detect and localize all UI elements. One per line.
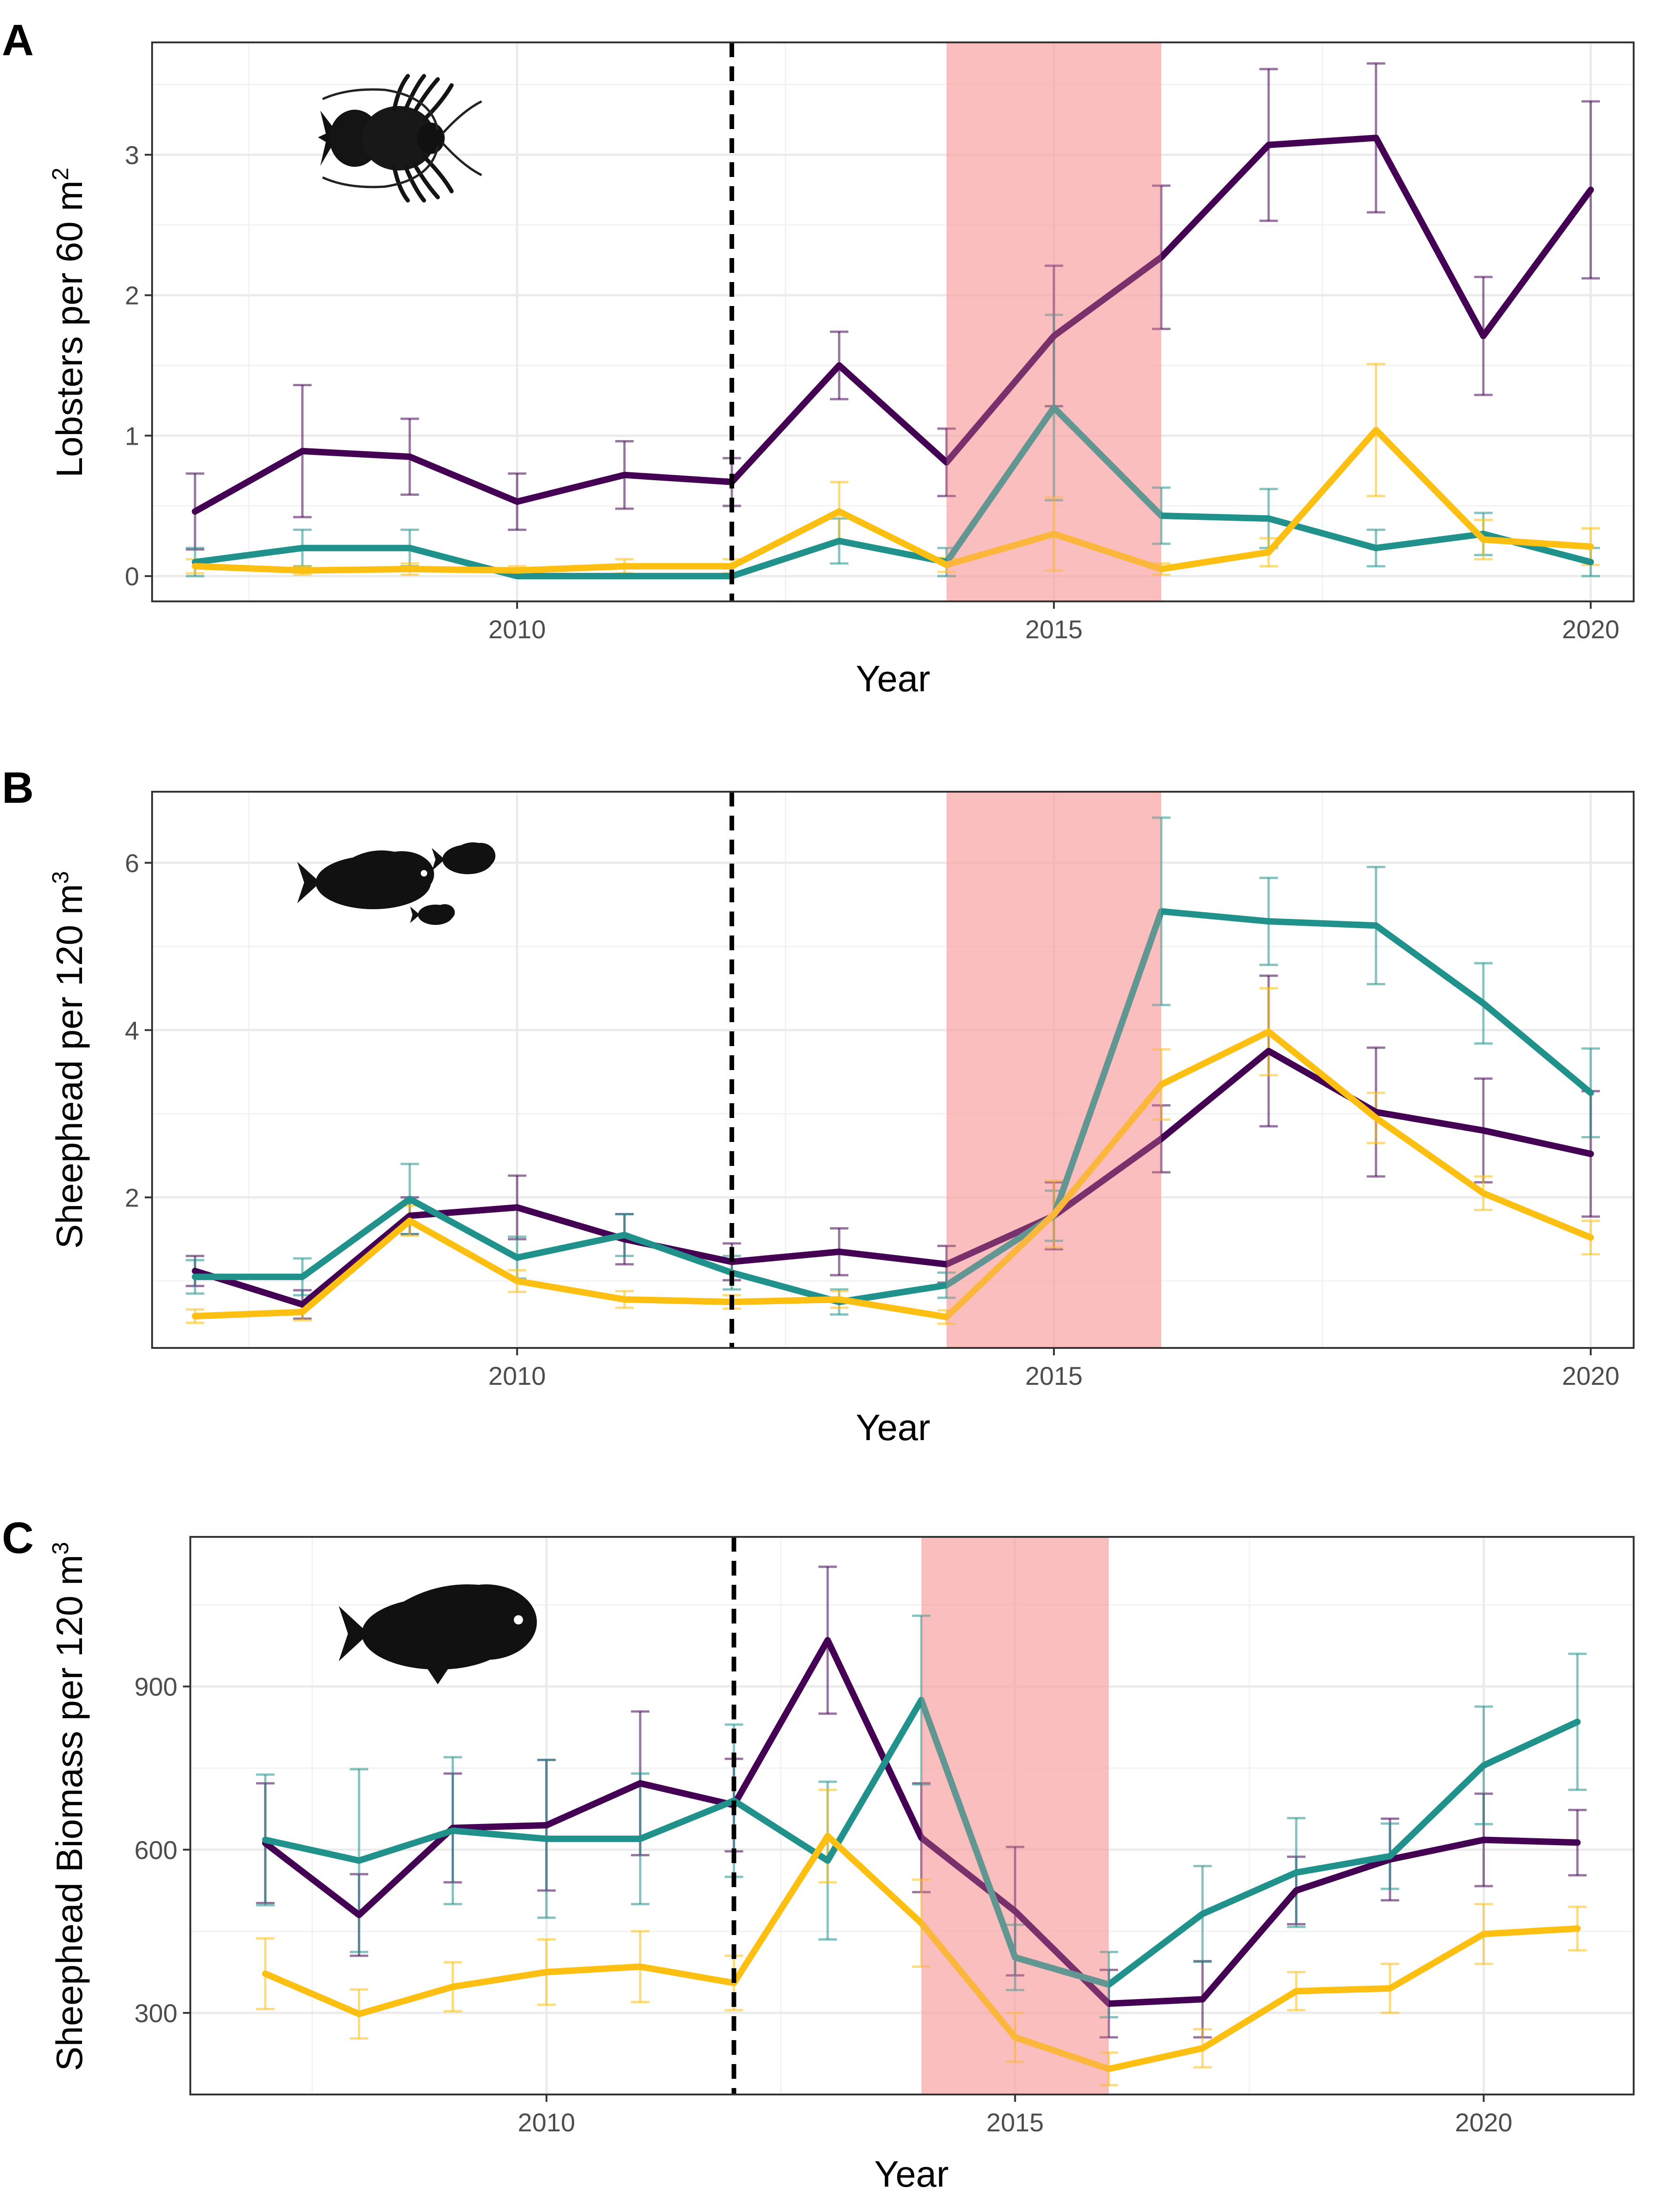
x-tick-label: 2010 <box>488 615 546 644</box>
y-tick-label: 600 <box>135 1835 177 1865</box>
y-tick-label: 2 <box>125 1183 139 1212</box>
panel-label-b: B <box>2 763 34 812</box>
panel-a: A 2010 2015 2020 0 1 2 3 <box>2 16 1635 699</box>
x-ticks-b: 2010 2015 2020 <box>488 1348 1619 1390</box>
plot-layer-a: 2010 2015 2020 0 1 2 3 <box>125 41 1635 644</box>
y-tick-label: 300 <box>135 1999 177 2028</box>
x-axis-title-c: Year <box>874 2153 949 2194</box>
y-ticks-b: 2 4 6 <box>125 848 152 1212</box>
x-tick-label: 2015 <box>1025 1361 1083 1390</box>
heatwave-shade-b <box>946 792 1161 1348</box>
series-line-teal-a <box>192 404 1594 580</box>
x-tick-label: 2010 <box>488 1361 546 1390</box>
x-tick-label: 2020 <box>1562 1361 1620 1390</box>
x-tick-label: 2015 <box>986 2108 1044 2137</box>
y-axis-title-a: Lobsters per 60 m2 <box>47 168 90 478</box>
y-tick-label: 6 <box>125 848 139 877</box>
y-ticks-c: 300 600 900 <box>135 1672 190 2028</box>
heatwave-overlay-c <box>921 1537 1109 2094</box>
y-axis-title-a-sup: 2 <box>47 168 73 181</box>
minor-gridlines-a <box>152 42 1634 601</box>
series-line-teal-b <box>192 908 1594 1306</box>
series-line-yellow-c <box>262 1833 1581 2072</box>
y-tick-label: 0 <box>125 562 139 591</box>
y-ticks-a: 0 1 2 3 <box>125 141 152 591</box>
heatwave-overlay-b <box>946 792 1161 1348</box>
panel-label-a: A <box>2 16 34 65</box>
y-tick-label: 1 <box>125 421 139 450</box>
minor-gridlines-b <box>152 792 1634 1348</box>
x-ticks-a: 2010 2015 2020 <box>488 601 1619 644</box>
y-axis-title-a-main: Lobsters per 60 m <box>49 181 90 478</box>
y-tick-label: 900 <box>135 1672 177 1701</box>
series-line-purple-c <box>262 1637 1581 2007</box>
lobster-icon <box>318 74 482 203</box>
panel-b: B 2010 2015 2020 2 4 6 Year <box>2 763 1635 1448</box>
plot-border-c <box>189 1536 1635 2095</box>
y-axis-title-b-main: Sheephead per 120 m <box>49 884 90 1249</box>
y-axis-title-c-main: Sheephead Biomass per 120 m <box>49 1555 90 2071</box>
plot-border-b <box>151 791 1635 1349</box>
sheephead-icon <box>339 1584 537 1684</box>
plot-layer-c: 2010 2015 2020 300 600 900 <box>135 1536 1635 2137</box>
series-line-yellow-a <box>192 427 1594 574</box>
plot-border-a <box>151 41 1635 602</box>
y-tick-label: 2 <box>125 281 139 310</box>
y-axis-title-c-sup: 3 <box>47 1542 73 1555</box>
x-tick-label: 2020 <box>1455 2108 1512 2137</box>
y-axis-title-b-sup: 3 <box>47 871 73 884</box>
panel-label-c: C <box>2 1513 34 1563</box>
sheephead-group-icon <box>297 842 495 925</box>
y-axis-title-c: Sheephead Biomass per 120 m3 <box>47 1542 90 2071</box>
series-line-teal-c <box>262 1697 1581 1988</box>
panel-c: C 2010 2015 2020 300 600 900 Year Sheephead B… <box>2 1513 1635 2194</box>
x-tick-label: 2020 <box>1562 615 1620 644</box>
y-tick-label: 3 <box>125 141 139 170</box>
x-axis-title-a: Year <box>856 658 930 699</box>
x-tick-label: 2015 <box>1025 615 1083 644</box>
y-tick-label: 4 <box>125 1016 139 1045</box>
series-line-yellow-b <box>192 1028 1594 1320</box>
x-axis-title-b: Year <box>856 1407 930 1448</box>
x-ticks-c: 2010 2015 2020 <box>518 2094 1512 2137</box>
minor-gridlines-c <box>190 1537 1634 2094</box>
plot-layer-b: 2010 2015 2020 2 4 6 <box>125 791 1635 1390</box>
x-tick-label: 2010 <box>518 2108 576 2137</box>
series-line-purple-a <box>192 135 1594 515</box>
heatwave-shade-c <box>921 1537 1109 2094</box>
heatwave-overlay-a <box>946 42 1161 601</box>
y-axis-title-b: Sheephead per 120 m3 <box>47 871 90 1249</box>
